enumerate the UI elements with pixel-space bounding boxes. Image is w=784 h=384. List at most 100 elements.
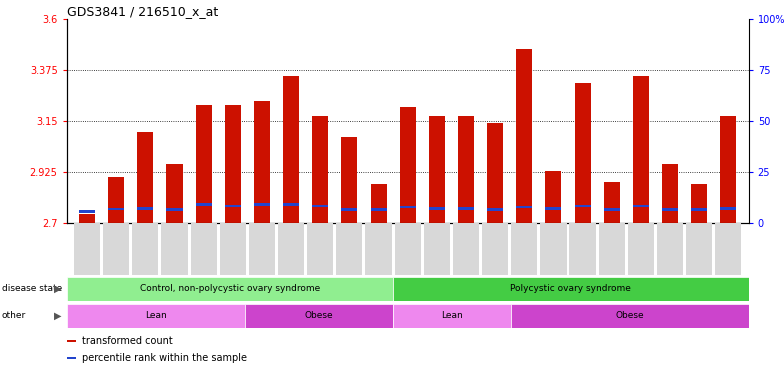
Bar (423, 19, 452, 223)
Bar (604, 182, 619, 223)
Bar (691, 184, 707, 223)
Bar (393, 277, 749, 301)
Bar (599, 223, 625, 275)
Bar (546, 207, 561, 210)
Text: Control, non-polycystic ovary syndrome: Control, non-polycystic ovary syndrome (140, 285, 320, 293)
Bar (657, 223, 683, 275)
Bar (166, 164, 183, 223)
Bar (662, 164, 678, 223)
Bar (540, 223, 567, 275)
Text: disease state: disease state (2, 285, 62, 293)
Bar (67, 304, 245, 328)
Bar (254, 101, 270, 223)
Bar (341, 137, 358, 223)
Bar (429, 207, 445, 210)
Bar (79, 210, 95, 213)
Bar (277, 19, 306, 223)
Bar (341, 208, 358, 211)
Bar (481, 19, 510, 223)
Bar (371, 184, 387, 223)
Bar (511, 304, 749, 328)
Bar (162, 223, 187, 275)
Bar (74, 223, 100, 275)
Bar (546, 171, 561, 223)
Bar (249, 223, 275, 275)
Bar (79, 214, 95, 223)
Bar (283, 204, 299, 206)
Bar (67, 357, 76, 359)
Bar (686, 223, 713, 275)
Bar (597, 19, 626, 223)
Bar (633, 76, 649, 223)
Bar (539, 19, 568, 223)
Bar (166, 208, 183, 211)
Bar (137, 132, 154, 223)
Bar (569, 223, 596, 275)
Bar (429, 116, 445, 223)
Bar (283, 76, 299, 223)
Text: Lean: Lean (145, 311, 166, 320)
Bar (102, 19, 131, 223)
Bar (487, 123, 503, 223)
Bar (67, 340, 76, 342)
Bar (400, 206, 416, 209)
Bar (108, 208, 124, 210)
Bar (458, 116, 474, 223)
Bar (67, 277, 393, 301)
Bar (400, 108, 416, 223)
Bar (458, 207, 474, 210)
Text: Polycystic ovary syndrome: Polycystic ovary syndrome (510, 285, 631, 293)
Bar (516, 49, 532, 223)
Bar (196, 204, 212, 206)
Bar (248, 19, 277, 223)
Bar (196, 105, 212, 223)
Bar (218, 19, 248, 223)
Bar (245, 304, 393, 328)
Bar (254, 204, 270, 206)
Bar (511, 223, 537, 275)
Bar (720, 116, 736, 223)
Bar (684, 19, 713, 223)
Bar (364, 19, 393, 223)
Bar (335, 19, 364, 223)
Bar (575, 83, 590, 223)
Bar (482, 223, 508, 275)
Bar (189, 19, 218, 223)
Text: GDS3841 / 216510_x_at: GDS3841 / 216510_x_at (67, 5, 218, 18)
Text: transformed count: transformed count (82, 336, 172, 346)
Bar (312, 205, 328, 207)
Bar (393, 19, 423, 223)
Bar (220, 223, 246, 275)
Bar (662, 208, 678, 211)
Bar (575, 205, 590, 207)
Bar (191, 223, 216, 275)
Bar (103, 223, 129, 275)
Text: Obese: Obese (304, 311, 333, 320)
Bar (713, 19, 743, 223)
Text: percentile rank within the sample: percentile rank within the sample (82, 353, 246, 363)
Bar (487, 208, 503, 211)
Bar (655, 19, 684, 223)
Bar (604, 208, 619, 211)
Text: ▶: ▶ (53, 311, 61, 321)
Bar (691, 208, 707, 211)
Bar (516, 206, 532, 209)
Bar (132, 223, 158, 275)
Bar (336, 223, 362, 275)
Bar (633, 205, 649, 207)
Bar (452, 19, 481, 223)
Bar (278, 223, 304, 275)
Bar (137, 207, 154, 210)
Bar (628, 223, 654, 275)
Bar (307, 223, 333, 275)
Bar (568, 19, 597, 223)
Bar (371, 208, 387, 211)
Text: other: other (2, 311, 26, 320)
Bar (365, 223, 392, 275)
Bar (423, 223, 450, 275)
Bar (720, 207, 736, 210)
Bar (306, 19, 335, 223)
Text: ▶: ▶ (53, 284, 61, 294)
Bar (312, 116, 328, 223)
Text: Lean: Lean (441, 311, 463, 320)
